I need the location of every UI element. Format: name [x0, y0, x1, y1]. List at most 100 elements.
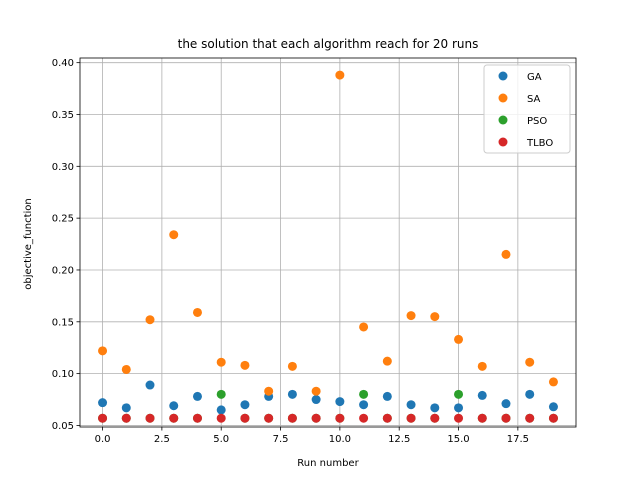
data-point-ga: [216, 405, 226, 415]
legend-label: PSO: [527, 116, 547, 127]
x-tick-label: 2.5: [154, 434, 170, 445]
data-point-tlbo: [121, 413, 131, 423]
y-tick-label: 0.35: [52, 110, 74, 121]
y-tick-label: 0.40: [52, 58, 74, 69]
grid: [80, 58, 576, 427]
data-point-ga: [501, 399, 511, 409]
data-point-tlbo: [454, 413, 464, 423]
data-points: [98, 70, 558, 423]
data-point-sa: [121, 364, 131, 374]
data-point-tlbo: [264, 413, 274, 423]
data-point-sa: [335, 70, 345, 80]
data-point-sa: [287, 361, 297, 371]
data-point-sa: [454, 334, 464, 344]
data-point-sa: [406, 311, 416, 321]
data-point-pso: [454, 389, 464, 399]
data-point-sa: [240, 360, 250, 370]
series-ga: [98, 380, 558, 415]
data-point-tlbo: [98, 413, 108, 423]
x-axis-title: Run number: [297, 458, 359, 469]
plot-frame: [79, 57, 577, 428]
x-tick-label: 15.0: [447, 434, 469, 445]
data-point-pso: [359, 389, 369, 399]
y-tick-label: 0.05: [52, 421, 74, 432]
data-point-sa: [501, 249, 511, 259]
data-point-ga: [145, 380, 155, 390]
legend-marker: [498, 71, 508, 81]
data-point-sa: [359, 322, 369, 332]
legend-label: GA: [527, 72, 542, 83]
x-tick-label: 10.0: [329, 434, 351, 445]
data-point-tlbo: [359, 413, 369, 423]
data-point-ga: [169, 401, 179, 411]
y-tick-label: 0.30: [52, 162, 74, 173]
data-point-ga: [548, 402, 558, 412]
data-point-tlbo: [548, 413, 558, 423]
legend-label: TLBO: [526, 138, 553, 149]
data-point-tlbo: [430, 413, 440, 423]
data-point-sa: [477, 361, 487, 371]
data-point-ga: [477, 390, 487, 400]
data-point-ga: [454, 403, 464, 413]
data-point-tlbo: [477, 413, 487, 423]
data-point-sa: [169, 230, 179, 240]
y-axis-title: objective_function: [23, 198, 34, 290]
data-point-sa: [145, 315, 155, 325]
data-point-sa: [382, 356, 392, 366]
legend-marker: [498, 115, 508, 125]
legend-box: [483, 64, 571, 154]
data-point-ga: [121, 403, 131, 413]
x-axis: 0.0 2.5 5.0 7.5 10.0 12.5 15.0 17.5: [95, 427, 529, 445]
chart-title: the solution that each algorithm reach f…: [178, 37, 479, 51]
data-point-tlbo: [169, 413, 179, 423]
y-axis: 0.05 0.10 0.15 0.20 0.25 0.30 0.35 0.40: [52, 58, 80, 432]
data-point-tlbo: [406, 413, 416, 423]
y-tick-label: 0.15: [52, 317, 74, 328]
data-point-ga: [192, 391, 202, 401]
data-point-ga: [382, 391, 392, 401]
data-point-tlbo: [192, 413, 202, 423]
data-point-tlbo: [240, 413, 250, 423]
data-point-ga: [359, 400, 369, 410]
x-tick-label: 0.0: [95, 434, 111, 445]
y-tick-label: 0.20: [52, 265, 74, 276]
data-point-ga: [335, 397, 345, 407]
data-point-tlbo: [311, 413, 321, 423]
x-tick-label: 5.0: [213, 434, 229, 445]
data-point-pso: [216, 389, 226, 399]
data-point-ga: [240, 400, 250, 410]
data-point-sa: [216, 357, 226, 367]
legend-label: SA: [527, 94, 541, 105]
data-point-sa: [548, 377, 558, 387]
series-sa: [98, 70, 558, 396]
series-tlbo: [98, 413, 558, 423]
data-point-tlbo: [382, 413, 392, 423]
data-point-sa: [430, 312, 440, 322]
data-point-tlbo: [525, 413, 535, 423]
data-point-tlbo: [501, 413, 511, 423]
y-tick-label: 0.10: [52, 369, 74, 380]
data-point-sa: [311, 386, 321, 396]
legend: GA SA PSO TLBO: [483, 64, 571, 154]
data-point-sa: [525, 357, 535, 367]
data-point-tlbo: [335, 413, 345, 423]
data-point-sa: [192, 307, 202, 317]
data-point-sa: [264, 386, 274, 396]
data-point-ga: [98, 398, 108, 408]
x-tick-label: 7.5: [273, 434, 289, 445]
legend-marker: [498, 137, 508, 147]
data-point-ga: [311, 395, 321, 405]
data-point-ga: [287, 389, 297, 399]
data-point-ga: [406, 400, 416, 410]
data-point-tlbo: [145, 413, 155, 423]
x-tick-label: 17.5: [507, 434, 529, 445]
x-tick-label: 12.5: [388, 434, 410, 445]
data-point-tlbo: [216, 413, 226, 423]
data-point-ga: [525, 389, 535, 399]
y-tick-label: 0.25: [52, 214, 74, 225]
data-point-ga: [430, 403, 440, 413]
data-point-tlbo: [287, 413, 297, 423]
legend-marker: [498, 93, 508, 103]
data-point-sa: [98, 346, 108, 356]
